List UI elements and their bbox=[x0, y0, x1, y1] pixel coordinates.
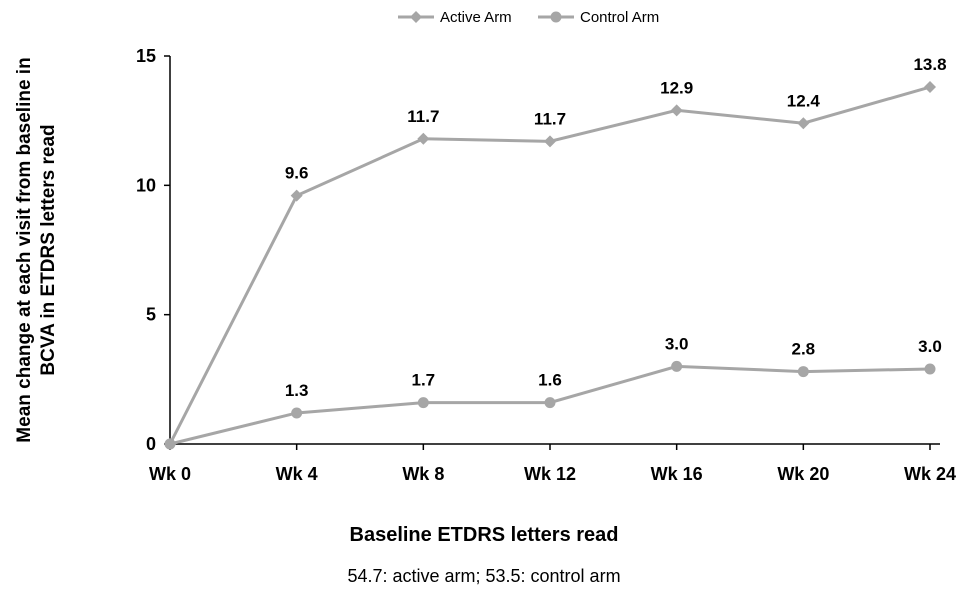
y-tick-label: 0 bbox=[146, 434, 156, 454]
data-label: 1.7 bbox=[412, 371, 436, 390]
data-label: 12.4 bbox=[787, 91, 821, 110]
y-tick-label: 10 bbox=[136, 175, 156, 195]
circle-marker bbox=[291, 407, 303, 419]
x-tick-label: Wk 12 bbox=[524, 464, 576, 484]
legend-item: Active Arm bbox=[398, 9, 512, 26]
x-tick-label: Wk 16 bbox=[651, 464, 703, 484]
circle-marker bbox=[797, 366, 809, 378]
x-tick-label: Wk 20 bbox=[777, 464, 829, 484]
x-tick-label: Wk 24 bbox=[904, 464, 956, 484]
series-layer bbox=[164, 81, 936, 450]
diamond-marker bbox=[410, 11, 422, 23]
circle-marker bbox=[544, 397, 556, 409]
diamond-marker bbox=[290, 189, 303, 202]
data-label: 13.8 bbox=[913, 55, 946, 74]
diamond-marker bbox=[670, 104, 683, 117]
x-axis-title: Baseline ETDRS letters read bbox=[349, 524, 619, 546]
diamond-marker bbox=[797, 117, 810, 130]
diamond-marker bbox=[417, 132, 430, 145]
circle-marker bbox=[550, 11, 562, 23]
data-label: 3.0 bbox=[918, 337, 942, 356]
x-tick-label: Wk 0 bbox=[149, 464, 191, 484]
x-ticks: Wk 0 Wk 4 Wk 8 Wk 12 Wk 16 Wk 20 Wk 24 bbox=[149, 444, 956, 484]
data-label: 2.8 bbox=[792, 340, 816, 359]
chart-caption: 54.7: active arm; 53.5: control arm bbox=[347, 566, 621, 586]
diamond-marker bbox=[544, 135, 556, 148]
y-ticks: 0 5 10 15 bbox=[136, 46, 170, 454]
legend-label: Control Arm bbox=[580, 9, 659, 26]
y-axis-title-line: BCVA in ETDRS letters read bbox=[38, 124, 59, 375]
data-label: 3.0 bbox=[665, 334, 689, 353]
legend-item: Control Arm bbox=[538, 9, 659, 26]
data-labels: 9.6 11.7 11.7 12.9 12.4 13.8 1.3 1.7 1.6 3.0 2.8 3.… bbox=[285, 55, 947, 400]
data-label: 1.6 bbox=[538, 371, 562, 390]
y-tick-label: 5 bbox=[146, 305, 156, 325]
data-label: 11.7 bbox=[534, 109, 566, 128]
circle-marker bbox=[924, 363, 936, 375]
data-label: 1.3 bbox=[285, 381, 309, 400]
legend: Active Arm Control Arm bbox=[398, 9, 659, 26]
x-tick-label: Wk 8 bbox=[402, 464, 444, 484]
data-label: 9.6 bbox=[285, 164, 309, 183]
y-axis-title-line: Mean change at each visit from baseline … bbox=[14, 57, 35, 442]
y-axis-title: Mean change at each visit from baseline … bbox=[14, 57, 59, 442]
data-label: 11.7 bbox=[407, 107, 439, 126]
data-label: 12.9 bbox=[660, 78, 693, 97]
legend-label: Active Arm bbox=[440, 9, 512, 26]
diamond-marker bbox=[924, 81, 936, 94]
y-tick-label: 15 bbox=[136, 46, 156, 66]
circle-marker bbox=[164, 438, 176, 450]
line-chart: Active Arm Control Arm Mean change at eac… bbox=[14, 9, 956, 484]
axes bbox=[169, 56, 940, 445]
circle-marker bbox=[417, 397, 429, 409]
x-tick-label: Wk 4 bbox=[276, 464, 318, 484]
circle-marker bbox=[671, 360, 683, 372]
